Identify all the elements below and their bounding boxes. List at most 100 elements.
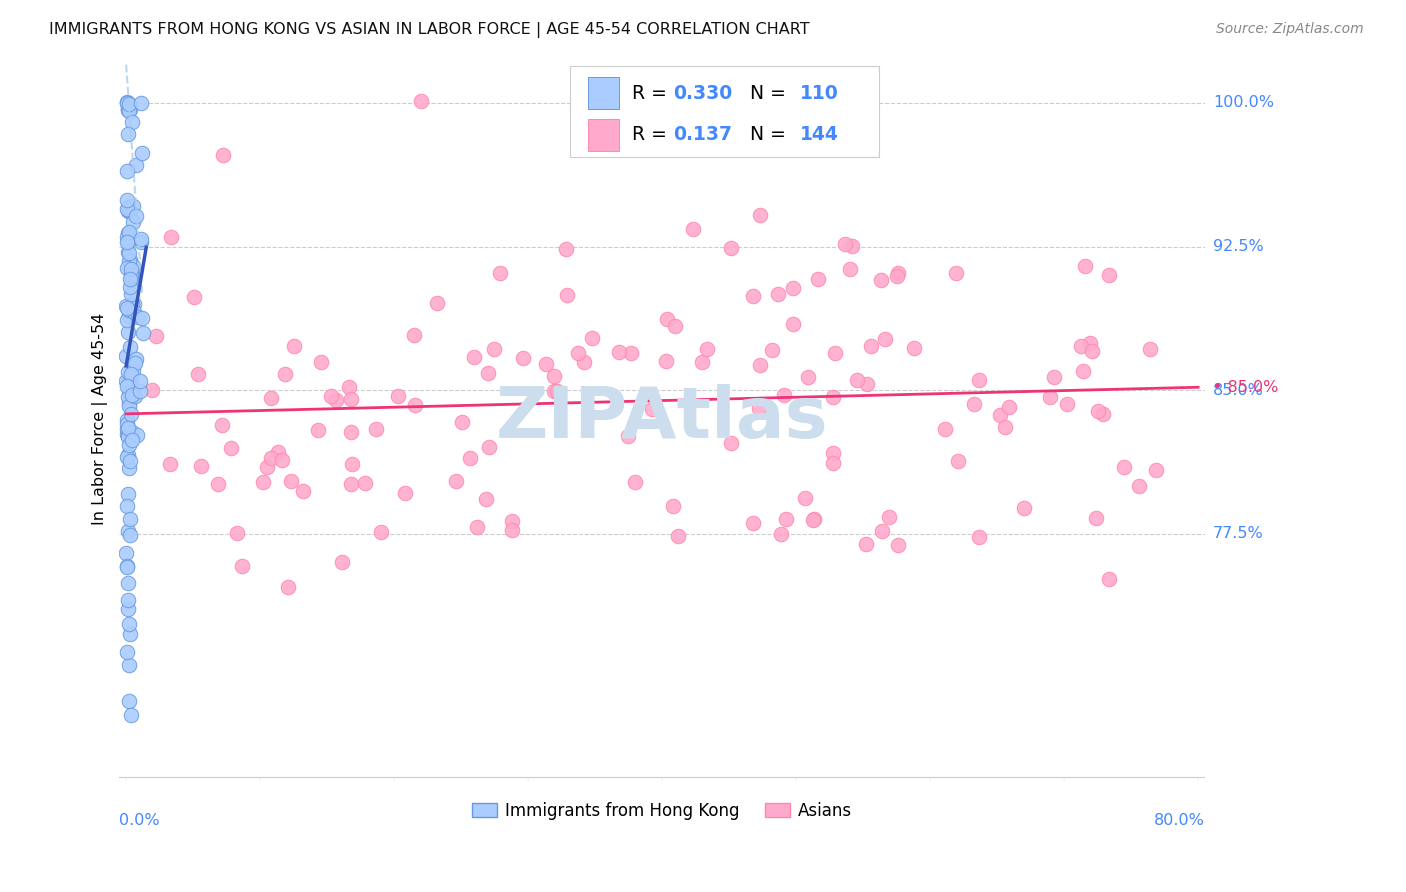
Point xyxy=(1012,500,1035,515)
Point xyxy=(117,593,139,607)
Point xyxy=(1098,572,1121,586)
Text: R =: R = xyxy=(631,84,672,103)
Point xyxy=(118,309,141,323)
Point xyxy=(252,475,274,489)
Point xyxy=(131,326,153,340)
Point xyxy=(855,377,877,392)
Point xyxy=(127,428,149,442)
Point xyxy=(121,425,143,440)
Point xyxy=(117,244,139,259)
Point xyxy=(118,399,141,413)
Point xyxy=(839,261,862,276)
Point xyxy=(1078,336,1101,351)
Point xyxy=(807,272,830,286)
Point xyxy=(967,530,990,544)
Point xyxy=(761,343,783,357)
Point xyxy=(370,525,392,540)
Point xyxy=(404,398,426,412)
Point xyxy=(115,202,138,216)
Point xyxy=(115,312,138,326)
Point xyxy=(121,199,143,213)
Point xyxy=(117,524,139,538)
Point xyxy=(934,422,956,436)
Point xyxy=(145,329,167,343)
Point xyxy=(554,242,576,256)
Point xyxy=(131,145,153,160)
Point xyxy=(572,355,595,369)
Point xyxy=(994,420,1017,434)
Point xyxy=(118,694,141,708)
Point xyxy=(766,286,789,301)
Point xyxy=(340,392,363,407)
Point xyxy=(118,437,141,451)
Point xyxy=(394,486,416,500)
Text: 110: 110 xyxy=(800,84,839,103)
Point xyxy=(207,476,229,491)
Point xyxy=(121,267,143,281)
Point xyxy=(682,221,704,235)
Text: 92.5%: 92.5% xyxy=(1213,239,1264,254)
Point xyxy=(124,389,146,403)
Point xyxy=(770,527,793,541)
Point xyxy=(749,208,772,222)
Point xyxy=(1098,268,1121,282)
Text: 85.0%: 85.0% xyxy=(1213,383,1264,398)
Point xyxy=(821,456,844,470)
Point xyxy=(128,374,150,388)
Point xyxy=(546,384,568,398)
Point xyxy=(118,104,141,119)
Point xyxy=(118,302,141,317)
Point xyxy=(117,560,139,574)
Point xyxy=(117,194,139,208)
Point xyxy=(121,388,143,402)
Point xyxy=(125,158,148,172)
Text: 0.0%: 0.0% xyxy=(120,813,160,828)
Point xyxy=(988,408,1011,422)
Point xyxy=(120,268,142,282)
Point xyxy=(1039,390,1062,404)
Point xyxy=(773,388,796,402)
Point xyxy=(402,328,425,343)
Point xyxy=(231,558,253,573)
Point xyxy=(1074,259,1097,273)
Point xyxy=(460,451,482,466)
Point xyxy=(118,253,141,268)
Point xyxy=(321,389,343,403)
Point xyxy=(117,422,139,436)
Point xyxy=(120,271,142,285)
Point xyxy=(117,310,139,324)
Point xyxy=(129,96,152,111)
Point xyxy=(183,290,205,304)
Point xyxy=(855,537,877,551)
Point xyxy=(118,340,141,354)
Point xyxy=(353,475,375,490)
Point xyxy=(845,373,868,387)
Point xyxy=(118,373,141,387)
Point xyxy=(444,474,467,488)
Point xyxy=(120,407,142,421)
Point xyxy=(117,261,139,276)
Point xyxy=(259,450,281,465)
Point xyxy=(115,450,138,464)
Point xyxy=(823,446,845,460)
Point xyxy=(873,332,896,346)
Point xyxy=(655,354,678,368)
Point xyxy=(1085,510,1108,524)
Point xyxy=(801,513,824,527)
Point xyxy=(118,225,141,239)
Point xyxy=(128,384,150,399)
Point xyxy=(364,422,387,436)
Point xyxy=(256,460,278,475)
Point xyxy=(824,345,846,359)
Bar xyxy=(588,119,619,152)
Point xyxy=(793,491,815,505)
Point xyxy=(187,367,209,381)
Point xyxy=(118,203,141,218)
Point xyxy=(1087,404,1109,418)
Point xyxy=(115,499,138,513)
Point xyxy=(115,96,138,111)
FancyBboxPatch shape xyxy=(569,66,879,157)
Point xyxy=(117,203,139,218)
Point xyxy=(662,499,685,513)
Point xyxy=(641,401,664,416)
